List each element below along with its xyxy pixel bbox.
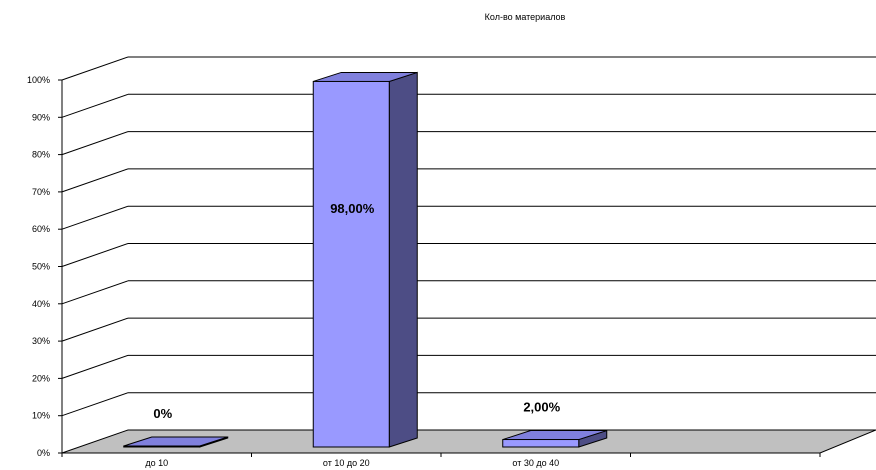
y-tick-label: 0% [37, 448, 50, 458]
y-tick-label: 20% [32, 373, 50, 383]
bar-front [312, 80, 390, 448]
y-tick-label: 100% [27, 75, 50, 85]
chart-floor [61, 429, 876, 454]
bar [312, 71, 418, 448]
wall-gridline [61, 317, 129, 342]
wall-gridline [61, 354, 129, 379]
data-labels: 0% 98,00% 2,00% [153, 201, 560, 421]
wall-gridline [61, 131, 129, 156]
wall-gridline [61, 205, 129, 230]
bar-front [123, 445, 201, 448]
y-tick-label: 70% [32, 187, 50, 197]
y-tick-label: 60% [32, 224, 50, 234]
y-tick-label: 30% [32, 336, 50, 346]
x-tick-label: от 10 до 20 [323, 458, 370, 468]
wall-gridline [61, 392, 129, 417]
y-tick-label: 90% [32, 112, 50, 122]
x-tick-labels: до 10 от 10 до 20 от 30 до 40 [145, 458, 559, 468]
wall-gridline [61, 243, 129, 267]
bar-front [502, 439, 580, 448]
gridlines [61, 56, 876, 417]
data-label: 0% [153, 406, 172, 421]
data-label: 98,00% [330, 201, 375, 216]
floor [61, 429, 876, 454]
bar-side [388, 71, 418, 448]
wall-gridline [61, 93, 129, 118]
wall-gridline [61, 56, 129, 81]
wall-gridline [61, 168, 129, 193]
y-tick-labels: 0% 10% 20% 30% 40% 50% 60% 70% 80% 90% 100% [27, 75, 50, 458]
chart-title: Кол-во материалов [485, 12, 566, 22]
y-tick-label: 80% [32, 150, 50, 160]
y-tick-label: 10% [32, 411, 50, 421]
bars [123, 71, 608, 448]
axes [58, 79, 821, 457]
bar [123, 436, 229, 448]
wall-gridline [61, 280, 129, 305]
x-tick-label: до 10 [145, 458, 168, 468]
x-tick-label: от 30 до 40 [512, 458, 559, 468]
y-tick-label: 50% [32, 262, 50, 272]
y-tick-label: 40% [32, 299, 50, 309]
data-label: 2,00% [523, 400, 560, 415]
bar [502, 429, 608, 448]
